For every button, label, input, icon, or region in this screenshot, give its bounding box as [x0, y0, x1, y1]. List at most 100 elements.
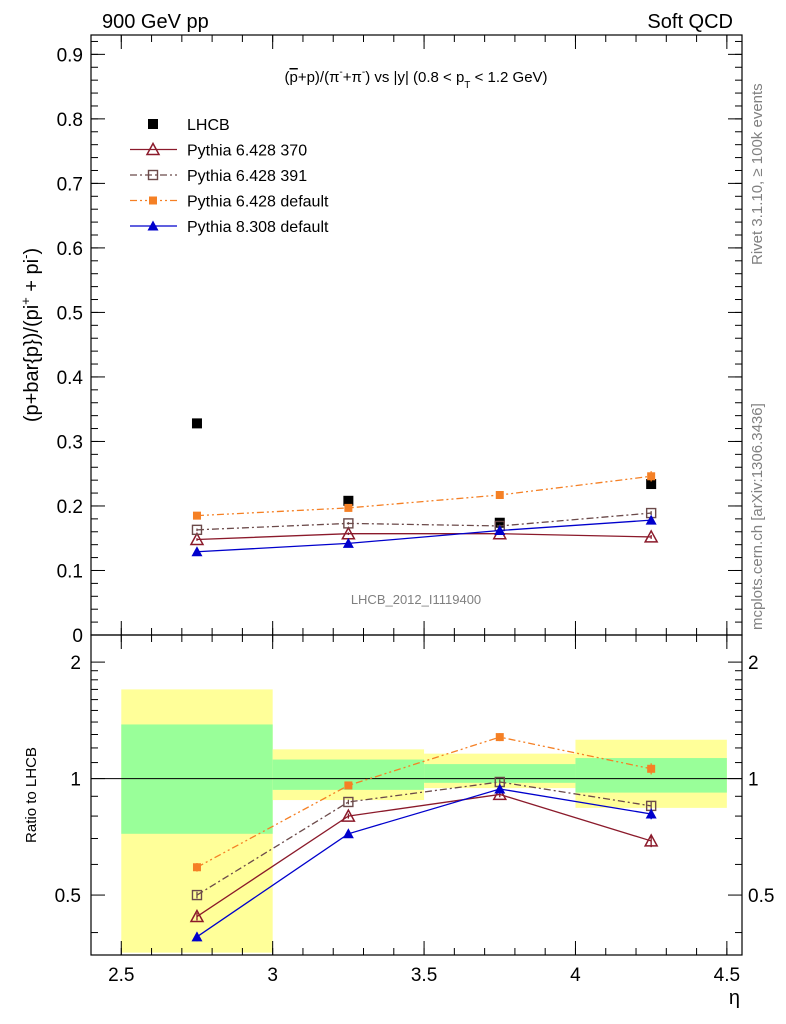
main-ytick-label: 0.4: [57, 368, 84, 389]
main-point: [643, 529, 659, 543]
main-line-pythia-6-428-391: [196, 512, 652, 531]
main-point: [342, 537, 354, 548]
legend-entry-pythia-6-428-370: Pythia 6.428 370: [130, 141, 307, 160]
title-plus: +π: [343, 69, 362, 86]
legend-marker: [148, 119, 158, 129]
watermark: LHCB_2012_I1119400: [351, 592, 481, 607]
legend-entry-pythia-8-308-default: Pythia 8.308 default: [130, 219, 329, 236]
title-sup2: -: [362, 67, 365, 78]
legend-entry-pythia-6-428-391: Pythia 6.428 391: [130, 168, 307, 185]
ratio-point: [645, 808, 657, 819]
main-line-pythia-6-428-default: [196, 475, 652, 517]
ratio-point: [494, 783, 506, 794]
ratio-ytick-label-left: 2: [70, 653, 81, 674]
ratio-ytick-label-right: 0.5: [748, 886, 774, 907]
main-ytick-label: 0.7: [57, 174, 83, 195]
main-line-pythia-8-308-default: [196, 519, 652, 553]
title-sub: T: [464, 80, 470, 91]
ratio-point: [191, 931, 203, 942]
ratio-ytick-label-left: 1: [70, 770, 81, 791]
main-series-pythia-6-428-default: [192, 471, 656, 520]
ylabel-mid: + pi: [21, 259, 43, 297]
ratio-point: [492, 786, 508, 801]
title-end: < 1.2 GeV): [470, 69, 547, 86]
ratio-ytick-label-right: 2: [748, 653, 759, 674]
ratio-series-pythia-8-308-default: [191, 783, 657, 942]
main-line-pythia-6-428-370: [196, 533, 652, 541]
header-right: Soft QCD: [647, 11, 733, 33]
main-point: [646, 479, 657, 490]
legend-label: Pythia 6.428 391: [187, 168, 307, 185]
main-point: [344, 503, 353, 512]
xtick-label: 4.5: [714, 965, 740, 986]
band-green-3: [575, 758, 727, 793]
ylabel-tail: ): [21, 248, 43, 255]
ratio-line-pythia-8-308-default: [196, 788, 652, 938]
ratio-point: [342, 828, 354, 839]
ratio-point: [344, 781, 353, 790]
title-tail: ) vs |y| (0.8 < p: [365, 69, 464, 86]
ratio-point: [495, 733, 504, 742]
main-point: [343, 495, 354, 506]
main-ytick-label: 0.1: [57, 561, 83, 582]
mcplots-label: mcplots.cern.ch [arXiv:1306.3436]: [749, 403, 766, 630]
ratio-point: [343, 796, 354, 808]
xtick-label: 2.5: [108, 965, 134, 986]
ratio-series-pythia-6-428-391: [191, 776, 657, 901]
main-series-lhcb: [191, 418, 657, 528]
ratio-ytick-label-left: 0.5: [55, 886, 81, 907]
ratio-series-layer: [189, 733, 659, 942]
ratio-ytick-label-right: 1: [748, 770, 759, 791]
main-point: [495, 491, 504, 499]
header-left: 900 GeV pp: [102, 11, 209, 33]
legend: LHCB Pythia 6.428 370 Pythia 6.428 391 Pyth…: [130, 117, 329, 236]
main-ytick-label: 0.6: [57, 239, 83, 260]
main-point: [189, 531, 205, 546]
ratio-line-pythia-6-428-391: [196, 781, 652, 896]
main-ytick-label: 0.3: [57, 432, 83, 453]
main-ytick-label: 0: [72, 626, 83, 647]
ratio-line-pythia-6-428-default: [196, 736, 652, 868]
ratio-point: [341, 808, 356, 822]
main-point: [494, 524, 506, 535]
ratio-point: [647, 764, 656, 773]
legend-label: Pythia 6.428 370: [187, 143, 307, 160]
legend-entry-pythia-6-428-default: Pythia 6.428 default: [130, 194, 329, 211]
title-lead: (: [284, 69, 289, 86]
ylabel-base: (p+bar{p})/(pi: [21, 305, 43, 422]
main-point: [191, 546, 203, 557]
main-point: [191, 418, 202, 429]
ratio-y-axis-label: Ratio to LHCB: [23, 747, 40, 843]
legend-label: LHCB: [187, 117, 230, 134]
main-point: [647, 472, 656, 481]
legend-label: Pythia 8.308 default: [187, 219, 329, 236]
main-series-pythia-6-428-370: [189, 526, 659, 546]
x-axis-label: η: [729, 987, 740, 1009]
main-ytick-label: 0.5: [57, 303, 83, 324]
main-point: [494, 517, 505, 528]
legend-marker: [145, 141, 161, 156]
xtick-label: 3.5: [411, 965, 437, 986]
ratio-series-pythia-6-428-370: [189, 786, 659, 923]
title-mid: +p)/(π: [298, 69, 340, 86]
legend-marker: [149, 196, 157, 205]
ylabel-sup1: +: [18, 297, 33, 305]
legend-label: Pythia 6.428 default: [187, 194, 329, 211]
main-series-layer: [189, 418, 659, 557]
ratio-point: [191, 889, 203, 901]
ratio-series-pythia-6-428-default: [192, 733, 656, 872]
ratio-point: [643, 833, 659, 847]
main-ytick-label: 0.8: [57, 110, 83, 131]
title-pbar: p: [289, 69, 297, 86]
main-point: [192, 511, 201, 520]
ratio-frame: [90, 634, 743, 956]
ratio-point: [192, 863, 201, 872]
ratio-bands: [121, 689, 727, 953]
ratio-point: [189, 908, 205, 923]
rivet-label: Rivet 3.1.10, ≥ 100k events: [749, 83, 766, 265]
band-green-0: [121, 724, 273, 834]
main-point: [343, 518, 354, 529]
ylabel-sup2: -: [18, 255, 33, 259]
legend-marker: [147, 220, 159, 231]
